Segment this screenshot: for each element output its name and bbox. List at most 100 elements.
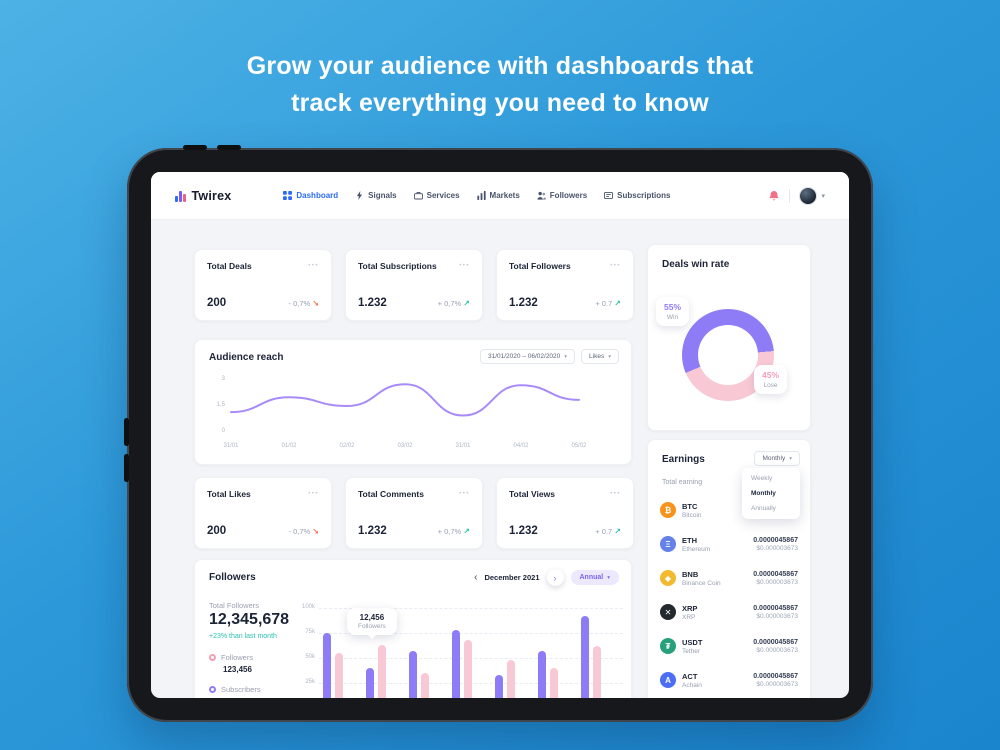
brand-bars-icon bbox=[175, 190, 186, 202]
card-title: Earnings bbox=[662, 454, 705, 465]
dashboard-icon bbox=[283, 191, 293, 200]
ellipsis-menu-icon[interactable]: ••• bbox=[459, 263, 470, 269]
card-title: Audience reach bbox=[209, 352, 284, 363]
ellipsis-menu-icon[interactable]: ••• bbox=[308, 491, 319, 497]
nav-item-dashboard[interactable]: Dashboard bbox=[283, 191, 338, 200]
coin-icon-usdt: ₮ bbox=[660, 638, 676, 654]
bar-subscribers[interactable] bbox=[421, 673, 429, 698]
crypto-row-xrp[interactable]: ✕ XRP XRP 0.0000045867 $0.000003673 bbox=[660, 600, 798, 624]
stat-cards-row-1: Total Deals ••• 200 - 0,7% ↘ Total Subscript… bbox=[194, 249, 634, 321]
deals-win-rate-card: Deals win rate 55% Win 45% Lose bbox=[647, 244, 811, 431]
bar-followers[interactable] bbox=[538, 651, 546, 698]
line-chart bbox=[230, 383, 580, 417]
ellipsis-menu-icon[interactable]: ••• bbox=[308, 263, 319, 269]
bar-followers[interactable] bbox=[495, 675, 503, 698]
user-avatar-menu[interactable]: ▾ bbox=[799, 186, 825, 205]
date-range-picker[interactable]: 31/01/2020 – 06/02/2020 ▾ bbox=[479, 349, 576, 364]
crypto-row-eth[interactable]: Ξ ETH Ethereum 0.0000045867 $0.000003673 bbox=[660, 532, 798, 556]
tablet-button bbox=[217, 145, 241, 150]
x-tick-label: 04/02 bbox=[513, 443, 529, 449]
coin-icon-act: A bbox=[660, 672, 676, 688]
stat-card-value: 1.232 bbox=[509, 525, 538, 537]
coin-icon-btc: ₿ bbox=[660, 502, 676, 518]
arrow-up-icon: ↗ bbox=[614, 298, 621, 308]
stat-card-change: - 0,7% ↘ bbox=[288, 526, 319, 536]
stat-card-change: - 0,7% ↘ bbox=[288, 298, 319, 308]
arrow-up-icon: ↗ bbox=[463, 526, 470, 536]
nav-item-signals[interactable]: Signals bbox=[355, 191, 397, 200]
range-select[interactable]: Annual ▾ bbox=[570, 570, 619, 585]
bar-followers[interactable] bbox=[452, 630, 460, 698]
x-tick-label: 31/01 bbox=[455, 443, 471, 449]
y-tick-label: 1,5 bbox=[216, 402, 225, 408]
bar-subscribers[interactable] bbox=[378, 645, 386, 698]
stat-card-change: + 0.7 ↗ bbox=[595, 526, 621, 536]
crypto-row-usdt[interactable]: ₮ USDT Tether 0.0000045867 $0.000003673 bbox=[660, 634, 798, 658]
stat-card-title: Total Views bbox=[509, 489, 555, 499]
hero-line-1: Grow your audience with dashboards that bbox=[246, 52, 754, 80]
legend-item-subscribers: Subscribers bbox=[209, 685, 261, 694]
bar-subscribers[interactable] bbox=[464, 640, 472, 698]
services-icon bbox=[413, 191, 423, 200]
bar-followers[interactable] bbox=[366, 668, 374, 698]
total-earning-label: Total earning bbox=[662, 479, 703, 486]
bar-subscribers[interactable] bbox=[507, 660, 515, 698]
crypto-row-act[interactable]: A ACT Achain 0.0000045867 $0.000003673 bbox=[660, 668, 798, 692]
bar-followers[interactable] bbox=[409, 651, 417, 698]
tablet-frame: Twirex Dashboard Signals Services Markets Fo… bbox=[124, 145, 873, 722]
arrow-up-icon: ↗ bbox=[463, 298, 470, 308]
nav-item-services[interactable]: Services bbox=[413, 191, 460, 200]
audience-controls: 31/01/2020 – 06/02/2020 ▾ Likes ▾ bbox=[479, 349, 619, 364]
chevron-down-icon: ▾ bbox=[608, 353, 611, 360]
menu-option-monthly[interactable]: Monthly bbox=[751, 490, 776, 497]
menu-option-annually[interactable]: Annually bbox=[751, 505, 776, 512]
followers-card: Followers ‹ December 2021 › Annual ▾ Tot… bbox=[194, 559, 632, 698]
arrow-down-icon: ↘ bbox=[312, 526, 319, 536]
stat-card-value: 200 bbox=[207, 525, 227, 537]
stat-card-change: + 0,7% ↗ bbox=[437, 298, 470, 308]
period-select[interactable]: Monthly ▾ bbox=[754, 451, 800, 466]
tablet-volume-button bbox=[124, 418, 129, 446]
card-title: Deals win rate bbox=[662, 259, 730, 270]
stat-card-title: Total Likes bbox=[207, 489, 251, 499]
chevron-down-icon: ▾ bbox=[789, 455, 792, 462]
nav-item-subscriptions[interactable]: Subscriptions bbox=[604, 191, 670, 200]
stat-card-change: + 0.7 ↗ bbox=[595, 298, 621, 308]
bar-subscribers[interactable] bbox=[335, 653, 343, 698]
stat-card-value: 200 bbox=[207, 297, 227, 309]
crypto-list: ₿BTCBitcoin0.0000045867$0.000003673ΞETHE… bbox=[660, 498, 798, 692]
stat-card-value: 1.232 bbox=[358, 297, 387, 309]
coin-icon-bnb: ◆ bbox=[660, 570, 676, 586]
bar-subscribers[interactable] bbox=[550, 668, 558, 698]
followers-icon bbox=[537, 191, 546, 200]
ellipsis-menu-icon[interactable]: ••• bbox=[610, 263, 621, 269]
bar-followers[interactable] bbox=[581, 616, 589, 698]
bar-subscribers[interactable] bbox=[593, 646, 601, 698]
prev-month-button[interactable]: ‹ bbox=[474, 571, 478, 583]
crypto-row-bnb[interactable]: ◆ BNB Binance Coin 0.0000045867 $0.000003673 bbox=[660, 566, 798, 590]
ellipsis-menu-icon[interactable]: ••• bbox=[459, 491, 470, 497]
chart-legend: Followers 123,456 Subscribers bbox=[209, 653, 261, 694]
y-tick-label: 100k bbox=[301, 604, 315, 610]
stat-card-title: Total Subscriptions bbox=[358, 261, 437, 271]
next-month-button[interactable]: › bbox=[546, 569, 564, 586]
metric-select[interactable]: Likes ▾ bbox=[581, 349, 619, 364]
divider bbox=[789, 188, 791, 203]
stat-card-total-views: Total Views ••• 1.232 + 0.7 ↗ bbox=[496, 477, 634, 549]
stat-card-total-subscriptions: Total Subscriptions ••• 1.232 + 0,7% ↗ bbox=[345, 249, 483, 321]
ellipsis-menu-icon[interactable]: ••• bbox=[610, 491, 621, 497]
x-tick-label: 03/02 bbox=[397, 443, 413, 449]
top-navbar: Twirex Dashboard Signals Services Markets Fo… bbox=[151, 172, 849, 220]
bar-followers[interactable] bbox=[323, 633, 331, 698]
followers-delta: +23% than last month bbox=[209, 633, 277, 640]
stat-card-title: Total Followers bbox=[509, 261, 571, 271]
menu-option-weekly[interactable]: Weekly bbox=[751, 475, 773, 482]
nav-item-markets[interactable]: Markets bbox=[476, 191, 520, 200]
notifications-bell-icon[interactable] bbox=[768, 190, 780, 202]
nav-item-followers[interactable]: Followers bbox=[537, 191, 587, 200]
gridline bbox=[319, 608, 623, 609]
brand-logo[interactable]: Twirex bbox=[175, 189, 231, 203]
y-tick-label: 75k bbox=[305, 629, 315, 635]
signals-icon bbox=[355, 191, 364, 200]
